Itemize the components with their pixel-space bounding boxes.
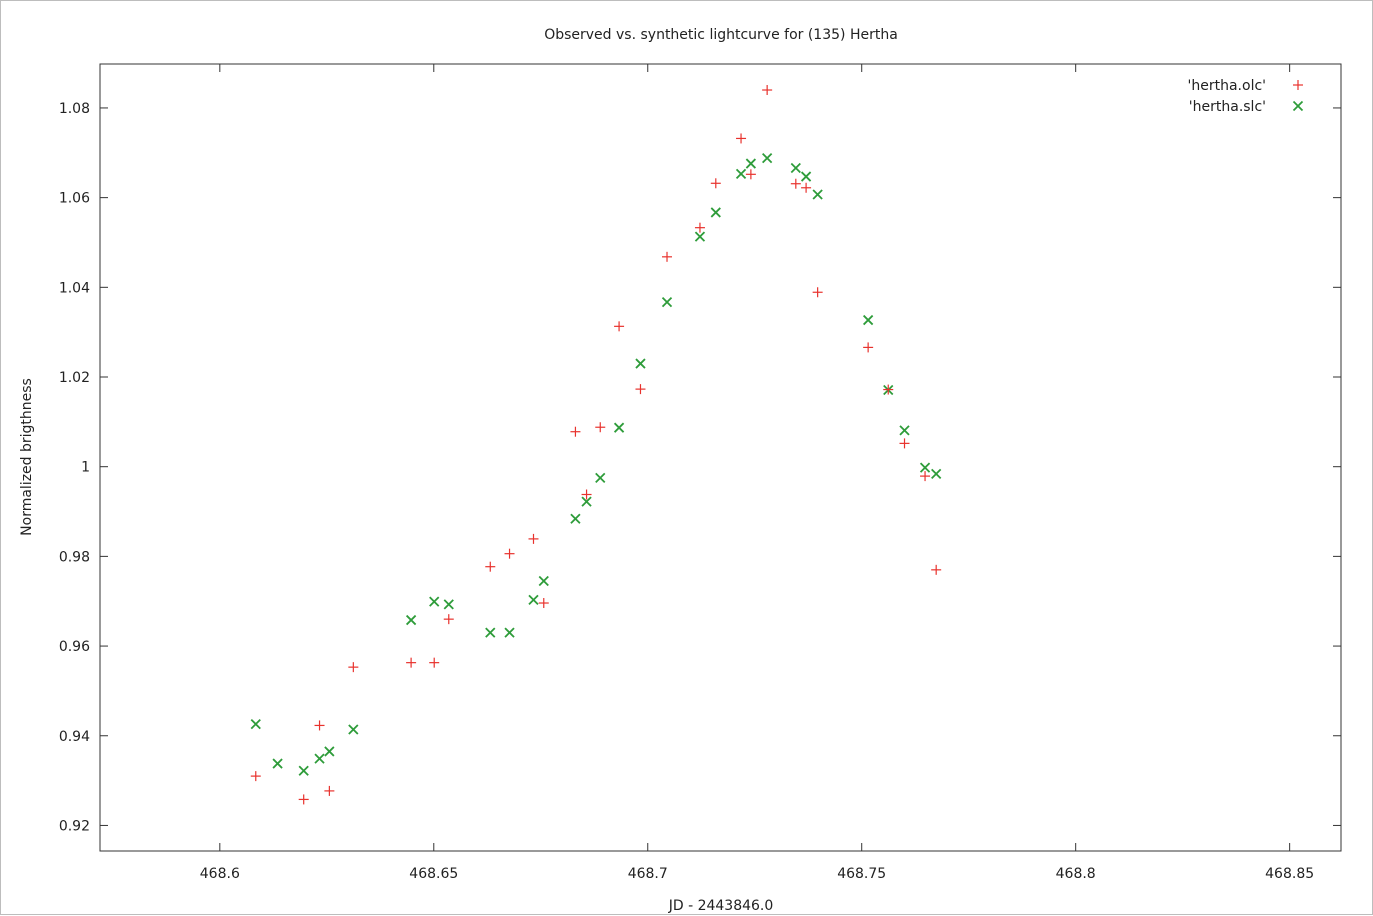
data-point-olc — [710, 178, 721, 189]
data-point-olc — [570, 426, 581, 437]
data-point-slc — [272, 758, 283, 769]
legend-label-olc: 'hertha.olc' — [1188, 78, 1266, 94]
data-point-olc — [443, 614, 454, 625]
data-point-slc — [862, 314, 874, 326]
x-tick-label: 468.6 — [200, 866, 240, 882]
chart-title: Observed vs. synthetic lightcurve for (1… — [544, 27, 898, 43]
data-point-slc — [919, 462, 931, 473]
data-point-olc — [406, 657, 417, 668]
data-point-olc — [348, 662, 359, 673]
data-point-slc — [613, 422, 625, 433]
data-point-olc — [745, 169, 756, 180]
x-tick-label: 468.75 — [837, 866, 886, 882]
data-point-slc — [595, 472, 606, 484]
x-tick-label: 468.85 — [1265, 866, 1314, 882]
legend-plus-mark — [1293, 80, 1303, 90]
y-tick-label: 1.08 — [59, 101, 90, 117]
y-tick-label: 0.96 — [59, 639, 90, 655]
data-point-slc — [745, 158, 757, 169]
data-point-olc — [920, 471, 931, 482]
data-point-slc — [661, 296, 673, 308]
data-point-slc — [931, 468, 942, 480]
data-point-olc — [801, 182, 812, 193]
data-point-slc — [694, 231, 706, 242]
data-point-slc — [348, 724, 359, 735]
data-point-olc — [662, 251, 673, 262]
data-point-olc — [863, 342, 874, 353]
data-point-olc — [581, 489, 592, 500]
data-point-slc — [485, 627, 496, 638]
data-point-olc — [899, 438, 910, 449]
data-point-olc — [298, 794, 309, 805]
data-point-olc — [504, 548, 515, 559]
data-points — [250, 85, 942, 805]
y-tick-label: 1.04 — [59, 280, 90, 296]
data-point-slc — [443, 599, 454, 610]
data-point-slc — [298, 765, 309, 776]
plot-frame — [99, 63, 1342, 852]
data-point-olc — [790, 178, 801, 189]
x-axis-label: JD - 2443846.0 — [668, 898, 774, 914]
data-point-slc — [429, 596, 440, 607]
data-point-slc — [899, 425, 910, 436]
data-point-olc — [694, 222, 705, 233]
data-point-slc — [314, 753, 325, 764]
legend-cross-mark — [1292, 100, 1304, 112]
data-point-slc — [635, 358, 646, 369]
data-point-olc — [614, 321, 625, 332]
data-point-slc — [812, 189, 823, 200]
data-point-slc — [504, 627, 515, 638]
data-point-slc — [762, 153, 773, 164]
y-tick-label: 0.92 — [59, 818, 90, 834]
data-point-slc — [528, 594, 539, 606]
data-point-olc — [931, 564, 942, 575]
data-point-olc — [429, 657, 440, 668]
x-tick-label: 468.8 — [1056, 866, 1096, 882]
data-point-olc — [736, 133, 747, 144]
data-point-slc — [581, 496, 592, 507]
x-tick-label: 468.65 — [409, 866, 458, 882]
data-point-slc — [790, 162, 801, 174]
data-point-slc — [570, 513, 581, 524]
y-tick-label: 0.94 — [59, 729, 90, 745]
data-point-olc — [812, 287, 823, 298]
data-point-slc — [324, 746, 335, 757]
data-point-olc — [528, 533, 539, 544]
x-axis: 468.6 468.65 468.7 468.75 468.8 468.85 — [200, 64, 1314, 882]
legend-marker-olc — [1293, 80, 1303, 90]
legend-label-slc: 'hertha.slc' — [1189, 99, 1266, 115]
data-point-olc — [314, 720, 325, 731]
y-axis: 0.92 0.94 0.96 0.98 1 1.02 1.04 1.06 1.08 — [59, 101, 1341, 834]
data-point-olc — [595, 422, 606, 433]
y-tick-label: 1.02 — [59, 370, 90, 386]
data-point-olc — [250, 771, 261, 782]
data-point-slc — [538, 575, 549, 587]
data-point-olc — [762, 85, 773, 96]
data-point-olc — [538, 598, 549, 609]
y-tick-label: 0.98 — [59, 549, 90, 565]
data-point-slc — [735, 168, 747, 180]
y-tick-label: 1.06 — [59, 191, 90, 207]
data-point-slc — [800, 171, 812, 182]
x-tick-label: 468.7 — [628, 866, 668, 882]
legend: 'hertha.olc' 'hertha.slc' — [1188, 78, 1304, 115]
data-point-olc — [635, 384, 646, 395]
data-point-olc — [485, 561, 496, 572]
data-point-olc — [324, 785, 335, 796]
y-tick-label: 1 — [81, 460, 90, 476]
data-point-olc — [883, 384, 894, 395]
legend-marker-slc — [1292, 100, 1304, 112]
data-point-slc — [405, 614, 417, 626]
y-axis-label: Normalized brigthness — [19, 378, 35, 536]
data-point-slc — [250, 718, 261, 730]
data-point-slc — [710, 207, 721, 218]
